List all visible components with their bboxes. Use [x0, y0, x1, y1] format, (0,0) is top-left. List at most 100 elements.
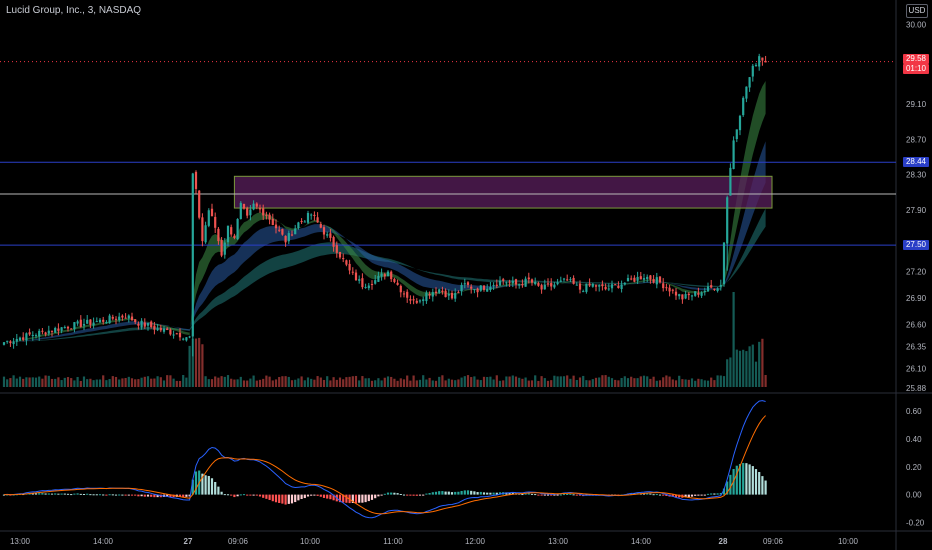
volume-bar — [735, 349, 738, 387]
candle — [102, 319, 105, 322]
candle — [70, 328, 73, 330]
volume-bar — [438, 376, 441, 387]
volume-bar — [316, 376, 319, 387]
macd-hist-bar — [569, 493, 572, 495]
macd-hist-bar — [76, 493, 79, 495]
volume-bar — [626, 378, 630, 387]
candle — [473, 289, 476, 291]
candle — [636, 276, 639, 281]
candle — [182, 338, 185, 340]
volume-bar — [681, 379, 684, 387]
volume-bar — [732, 292, 735, 387]
volume-bar — [354, 375, 358, 387]
volume-bar — [60, 380, 63, 387]
macd-hist-bar — [674, 494, 678, 498]
volume-bar — [470, 377, 473, 387]
volume-bar — [319, 377, 322, 387]
macd-hist-bar — [111, 494, 114, 496]
volume-bar — [374, 380, 377, 387]
macd-hist-bar — [713, 493, 716, 495]
macd-hist-bar — [703, 494, 706, 496]
volume-bar — [342, 379, 345, 387]
candle — [402, 293, 406, 295]
candle — [351, 271, 354, 273]
candle — [111, 316, 114, 319]
volume-bar — [434, 380, 438, 387]
macd-hist-bar — [402, 494, 406, 496]
volume-bar — [185, 377, 188, 387]
volume-bar — [303, 380, 306, 387]
volume-bar — [454, 380, 457, 387]
macd-hist-bar — [754, 469, 758, 495]
candle — [399, 285, 402, 293]
volume-bar — [530, 380, 534, 387]
candle — [569, 279, 572, 281]
macd-hist-bar — [431, 492, 434, 495]
candle — [175, 333, 178, 335]
candle — [124, 317, 127, 319]
price-tick-label: 28.70 — [906, 135, 927, 144]
candle — [681, 294, 684, 300]
candle — [239, 202, 242, 220]
candle — [89, 319, 92, 325]
volume-bar — [54, 378, 57, 387]
candle — [127, 315, 130, 319]
volume-bar — [345, 377, 348, 387]
macd-hist-bar — [748, 464, 751, 495]
volume-bar — [92, 380, 95, 387]
candle — [466, 282, 470, 285]
candle — [374, 280, 377, 284]
candle — [34, 335, 38, 337]
macd-hist-bar — [370, 494, 374, 500]
candle — [338, 251, 342, 258]
candle — [726, 197, 729, 244]
macd-hist-bar — [127, 494, 130, 496]
macd-hist-bar — [156, 494, 159, 498]
macd-hist-bar — [521, 494, 524, 496]
candle — [444, 290, 447, 298]
volume-bar — [326, 376, 329, 387]
price-tick-label: 29.10 — [906, 100, 927, 109]
macd-tick-label: 0.60 — [906, 407, 922, 416]
volume-bar — [338, 377, 342, 387]
macd-hist-bar — [182, 494, 185, 498]
volume-bar — [57, 377, 60, 387]
candle — [687, 293, 690, 296]
macd-hist-bar — [511, 492, 514, 495]
candle — [703, 290, 706, 293]
volume-bar — [182, 375, 185, 387]
volume-bar — [662, 377, 665, 387]
candle — [230, 227, 233, 235]
macd-hist-bar — [265, 494, 268, 499]
candle — [358, 279, 361, 281]
candle — [527, 277, 530, 280]
volume-bar — [623, 376, 626, 387]
candle — [450, 293, 454, 299]
macd-hist-bar — [281, 494, 284, 504]
candle — [114, 318, 118, 320]
macd-hist-bar — [466, 490, 470, 495]
candle — [550, 283, 553, 287]
volume-bar — [697, 378, 700, 387]
macd-hist-bar — [342, 494, 345, 503]
volume-bar — [492, 379, 495, 387]
candle — [422, 299, 425, 301]
volume-bar — [105, 380, 108, 387]
volume-bar — [249, 378, 252, 387]
volume-bar — [89, 378, 92, 387]
candle — [271, 218, 274, 226]
macd-hist-bar — [454, 491, 457, 495]
volume-bar — [297, 378, 300, 387]
candle — [764, 60, 767, 63]
candle — [348, 263, 351, 271]
volume-bar — [348, 376, 351, 387]
volume-bar — [745, 351, 748, 387]
macd-hist-bar — [207, 475, 210, 495]
candle — [210, 208, 214, 217]
macd-hist-bar — [662, 494, 665, 496]
macd-hist-bar — [665, 494, 668, 496]
candle — [278, 229, 281, 231]
candle — [578, 283, 582, 290]
currency-button[interactable]: USD — [906, 4, 928, 18]
